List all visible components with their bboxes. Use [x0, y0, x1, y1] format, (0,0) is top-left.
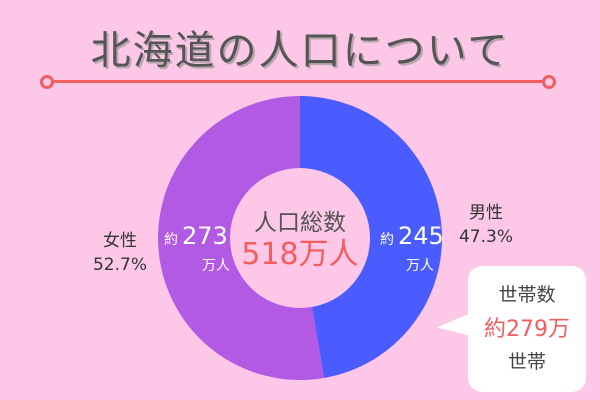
bubble-tail: [435, 313, 473, 342]
underline-left-dot: [40, 75, 54, 89]
male-percent: 47.3%: [458, 227, 513, 247]
female-legend: 女性 52.7%: [84, 229, 156, 277]
donut-hole: [230, 168, 370, 308]
center-value: 518万人: [241, 237, 358, 272]
center-label: 人口総数: [254, 210, 346, 236]
male-value: 245: [398, 222, 442, 250]
donut-chart: 人口総数 518万人 約 273 万人 約 245 万人: [158, 96, 442, 380]
title-underline: [44, 80, 550, 83]
male-prefix: 約: [380, 232, 394, 248]
households-value: 約279万: [484, 317, 570, 342]
underline-right-dot: [542, 75, 556, 89]
page-title: 北海道の人口について: [90, 28, 510, 74]
male-segment: [300, 96, 442, 378]
female-value: 273: [182, 222, 228, 250]
female-unit: 万人: [202, 258, 230, 274]
male-legend: 男性 47.3%: [450, 201, 522, 249]
female-prefix: 約: [164, 232, 178, 248]
households-unit: 世帯: [507, 351, 546, 373]
male-name: 男性: [469, 203, 503, 223]
male-unit: 万人: [406, 258, 434, 274]
female-percent: 52.7%: [92, 255, 147, 275]
female-name: 女性: [103, 231, 137, 251]
households-label: 世帯数: [498, 284, 556, 306]
households-bubble: 世帯数 約279万 世帯: [468, 266, 586, 392]
